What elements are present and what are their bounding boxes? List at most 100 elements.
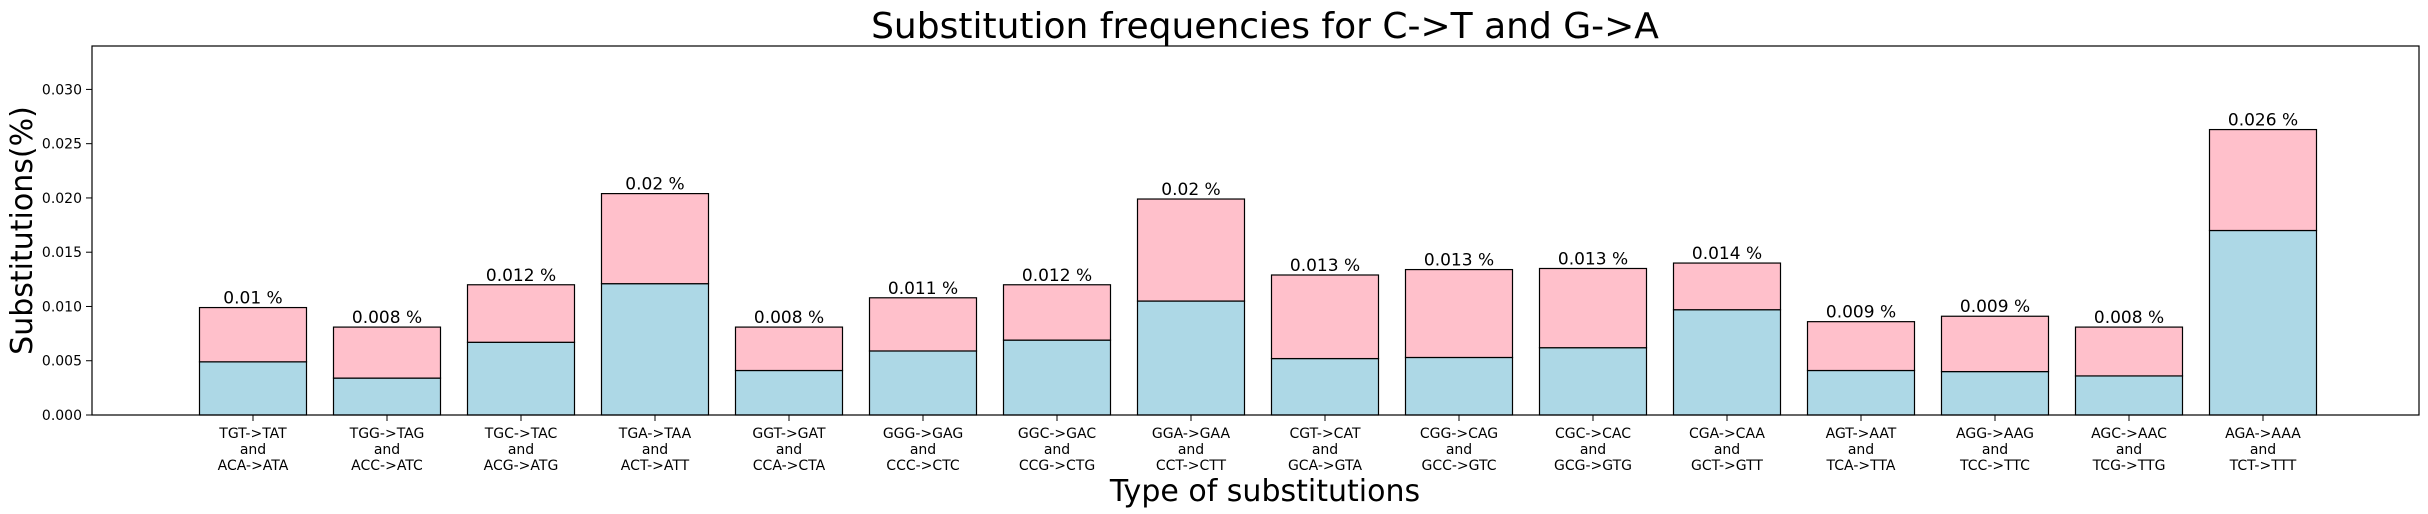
bar-segment-lower [1270, 357, 1380, 416]
x-tick-label: TGC->TAC [484, 426, 558, 442]
x-tick-label: and [910, 442, 936, 458]
chart-title: Substitution frequencies for C->T and G-… [871, 6, 1659, 47]
x-tick-label: AGA->AAA [2225, 426, 2301, 442]
x-tick-label: AGG->AAG [1956, 426, 2034, 442]
x-tick-label: GGG->GAG [883, 426, 963, 442]
x-tick-label: and [642, 442, 668, 458]
x-tick-label: ACG->ATG [484, 458, 559, 474]
bar-segment-lower [1136, 300, 1246, 416]
x-tick-label: GCT->GTT [1691, 458, 1763, 474]
x-tick-label: CCG->CTG [1019, 458, 1095, 474]
bar-value-label: 0.013 % [1424, 251, 1494, 271]
bar-value-label: 0.026 % [2228, 111, 2298, 131]
bar-segment-lower [466, 341, 576, 416]
x-tick-label: TCA->TTA [1826, 458, 1896, 474]
x-tick-label: and [2250, 442, 2276, 458]
bar-segment-lower [1806, 369, 1916, 416]
y-tick-label: 0.025 [42, 137, 82, 153]
bar-value-label: 0.008 % [352, 308, 422, 328]
x-tick-label: GCA->GTA [1288, 458, 1362, 474]
bar-segment-upper [1002, 284, 1112, 341]
x-tick-label: and [374, 442, 400, 458]
bar-segment-upper [332, 326, 442, 379]
x-tick-label: and [508, 442, 534, 458]
x-tick-label: GCG->GTG [1554, 458, 1632, 474]
bar-value-label: 0.013 % [1290, 256, 1360, 276]
x-tick-label: and [1178, 442, 1204, 458]
bar-segment-lower [332, 377, 442, 416]
data-labels: 0.01 % 0.008 % 0.012 % 0.02 % 0.008 % 0.011 %… [223, 111, 2298, 329]
x-tick-label: GGC->GAC [1018, 426, 1096, 442]
y-tick-label: 0.020 [42, 191, 82, 207]
x-tick-label: and [776, 442, 802, 458]
bar-value-label: 0.009 % [1826, 303, 1896, 323]
plot-area-frame [91, 45, 2420, 416]
bar-value-label: 0.02 % [625, 175, 684, 195]
x-tick-label: TCC->TTC [1959, 458, 2030, 474]
bar-segment-upper [734, 326, 844, 372]
x-tick-label: AGT->AAT [1826, 426, 1897, 442]
x-tick-label: TGT->TAT [218, 426, 287, 442]
bar-segment-upper [466, 284, 576, 343]
y-axis: 0.000 0.005 0.010 0.015 0.020 0.025 0.030 [42, 82, 92, 424]
y-tick-label: 0.015 [42, 245, 82, 261]
y-axis-label: Substitutions(%) [5, 106, 40, 355]
x-tick-label: GGT->GAT [752, 426, 826, 442]
bar-segment-upper [1538, 267, 1648, 349]
x-tick-label: ACT->ATT [621, 458, 690, 474]
x-tick-label: and [1982, 442, 2008, 458]
x-tick-label: and [1312, 442, 1338, 458]
x-axis: TGT->TATandACA->ATATGG->TAGandACC->ATCTG… [218, 415, 2301, 474]
x-tick-label: and [1044, 442, 1070, 458]
y-tick-label: 0.005 [42, 354, 82, 370]
bar-segment-upper [1136, 198, 1246, 302]
x-tick-label: and [2116, 442, 2142, 458]
bar-value-label: 0.008 % [754, 308, 824, 328]
y-tick-label: 0.010 [42, 299, 82, 315]
y-tick-label: 0.000 [42, 408, 82, 424]
bar-segment-lower [1672, 309, 1782, 416]
bar-segment-lower [868, 350, 978, 416]
bar-segment-lower [1538, 347, 1648, 416]
bar-segment-upper [1672, 262, 1782, 311]
x-tick-label: TCG->TTG [2092, 458, 2166, 474]
x-tick-label: TGG->TAG [349, 426, 425, 442]
x-tick-label: CGC->CAC [1555, 426, 1631, 442]
bar-segment-lower [198, 361, 308, 416]
bar-value-label: 0.012 % [1022, 266, 1092, 286]
x-tick-label: CGT->CAT [1290, 426, 1361, 442]
x-tick-label: ACA->ATA [218, 458, 289, 474]
x-tick-label: GGA->GAA [1152, 426, 1231, 442]
bar-segment-lower [734, 369, 844, 416]
bar-segment-upper [198, 306, 308, 363]
bar-value-label: 0.009 % [1960, 297, 2030, 317]
bar-segment-upper [600, 193, 710, 285]
bar-segment-lower [1940, 370, 2050, 416]
bar-segment-lower [2208, 229, 2318, 416]
bars [198, 128, 2318, 416]
x-tick-label: TCT->TTT [2229, 458, 2297, 474]
bar-segment-upper [1404, 268, 1514, 359]
x-tick-label: CGA->CAA [1689, 426, 1765, 442]
bar-segment-upper [868, 297, 978, 352]
bar-value-label: 0.008 % [2094, 308, 2164, 328]
bar-segment-lower [600, 283, 710, 416]
x-tick-label: and [1446, 442, 1472, 458]
x-tick-label: CGG->CAG [1420, 426, 1498, 442]
bar-value-label: 0.02 % [1161, 180, 1220, 200]
bar-segment-upper [2074, 326, 2184, 377]
bar-value-label: 0.01 % [223, 289, 282, 309]
bar-value-label: 0.013 % [1558, 249, 1628, 269]
x-tick-label: ACC->ATC [351, 458, 423, 474]
x-tick-label: and [1848, 442, 1874, 458]
x-tick-label: TGA->TAA [618, 426, 692, 442]
bar-segment-lower [1404, 356, 1514, 416]
x-tick-label: CCA->CTA [753, 458, 826, 474]
bar-segment-upper [1806, 321, 1916, 372]
x-tick-label: CCC->CTC [886, 458, 960, 474]
y-tick-label: 0.030 [42, 82, 82, 98]
bar-segment-upper [1270, 274, 1380, 360]
x-tick-label: CCT->CTT [1156, 458, 1227, 474]
bar-segment-upper [2208, 128, 2318, 232]
